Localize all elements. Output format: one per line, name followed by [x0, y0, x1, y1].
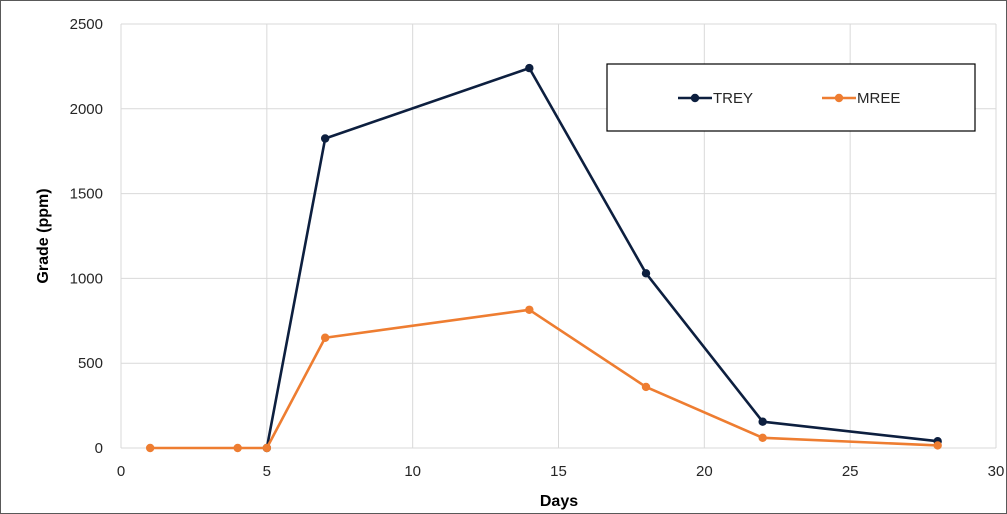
- y-tick-label: 1000: [70, 270, 103, 287]
- data-point-mree: [933, 441, 942, 450]
- data-point-mree: [145, 443, 155, 453]
- data-point-mree: [320, 333, 330, 342]
- legend-box: [606, 63, 976, 132]
- y-axis-title: Grade (ppm): [35, 188, 52, 283]
- x-tick-label: 25: [842, 463, 859, 480]
- data-point-mree: [758, 433, 767, 443]
- x-tick-label: 30: [988, 463, 1005, 480]
- x-tick-label: 0: [117, 463, 125, 480]
- x-axis-title: Days: [540, 493, 578, 510]
- x-tick-label: 10: [404, 463, 421, 480]
- x-axis-ticks: 0 5 10 15 20 25 30: [117, 463, 1005, 480]
- data-point-mree: [233, 443, 242, 453]
- grid: [120, 23, 997, 449]
- legend: TREY MREE: [606, 63, 976, 132]
- data-point-mree: [525, 305, 534, 314]
- data-point-trey: [641, 269, 651, 278]
- x-tick-label: 5: [263, 463, 271, 480]
- y-tick-label: 0: [95, 440, 103, 457]
- data-point-trey: [758, 417, 767, 426]
- x-tick-label: 20: [696, 463, 713, 480]
- y-tick-label: 2500: [70, 16, 103, 33]
- y-tick-label: 2000: [70, 101, 103, 118]
- data-point-mree: [641, 382, 651, 392]
- legend-label-trey: TREY: [713, 90, 753, 107]
- series-line-trey: [265, 66, 938, 449]
- legend-label-mree: MREE: [857, 90, 900, 107]
- x-tick-label: 15: [550, 463, 567, 480]
- legend-marker-trey: [690, 93, 700, 103]
- y-tick-label: 1500: [70, 186, 103, 203]
- data-point-mree: [262, 443, 272, 453]
- series-layer: [145, 63, 942, 453]
- data-point-trey: [525, 63, 534, 73]
- legend-marker-mree: [834, 93, 844, 103]
- y-tick-label: 500: [78, 355, 103, 372]
- data-point-trey: [320, 134, 330, 143]
- series-line-mree: [150, 308, 938, 450]
- y-axis-ticks: 0 500 1000 1500 2000 2500: [70, 16, 103, 457]
